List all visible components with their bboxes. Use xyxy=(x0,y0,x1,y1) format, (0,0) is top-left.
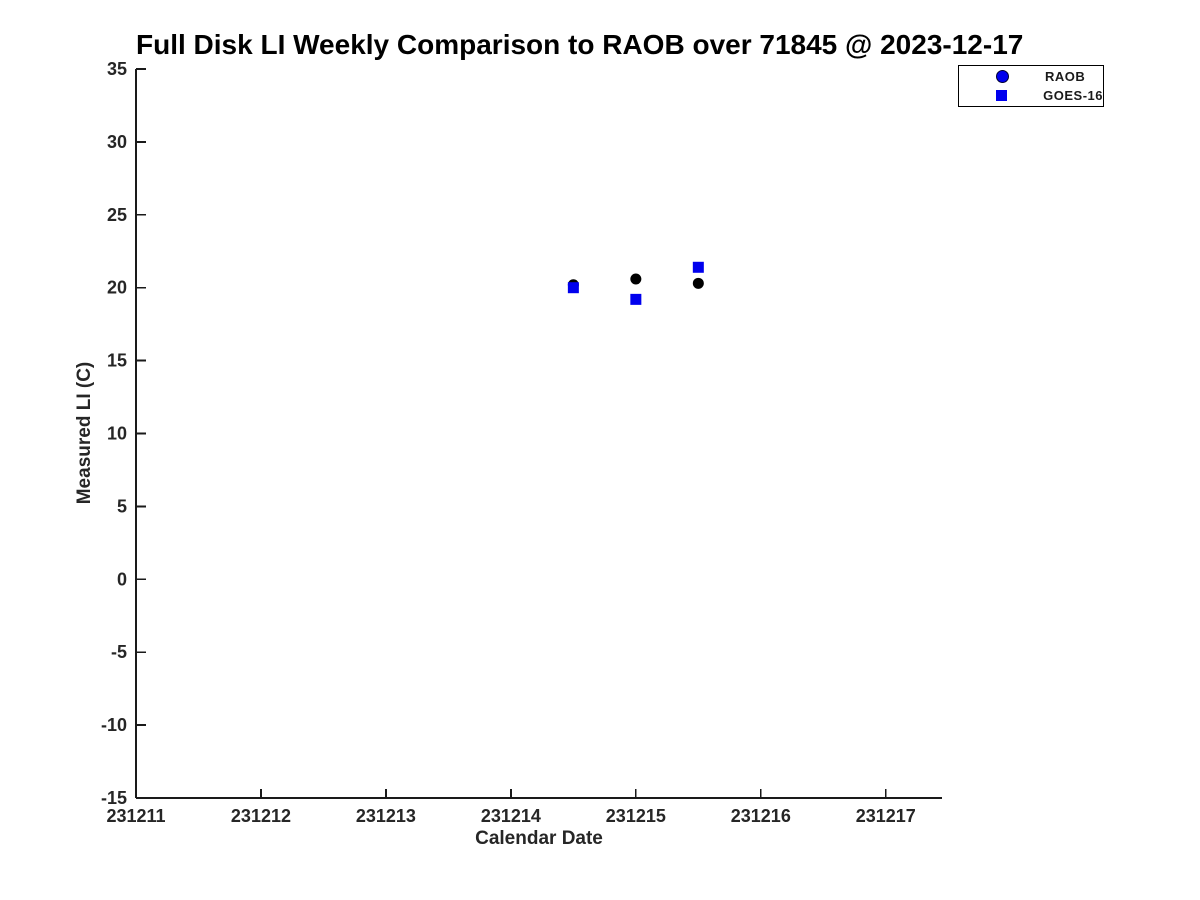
y-tick-label: -10 xyxy=(101,715,127,735)
y-axis-label: Measured LI (C) xyxy=(74,361,95,505)
x-tick-label: 231216 xyxy=(731,806,791,826)
y-tick-label: 15 xyxy=(107,351,127,371)
chart-title: Full Disk LI Weekly Comparison to RAOB o… xyxy=(136,29,1024,60)
y-tick-label: -15 xyxy=(101,788,127,808)
raob-circle-marker-icon xyxy=(995,70,1009,83)
goes16-data-point xyxy=(567,282,579,294)
x-tick-label: 231213 xyxy=(356,806,416,826)
x-tick-label: 231217 xyxy=(856,806,916,826)
legend-entry-goes16: GOES-16 xyxy=(959,86,1103,105)
y-tick-label: 35 xyxy=(107,59,127,79)
raob-data-point xyxy=(630,273,642,285)
y-tick-label: 25 xyxy=(107,205,127,225)
y-tick-label: 20 xyxy=(107,278,127,298)
x-tick-label: 231214 xyxy=(481,806,541,826)
y-tick-label: 10 xyxy=(107,424,127,444)
y-tick-label: -5 xyxy=(111,642,127,662)
x-tick-label: 231215 xyxy=(606,806,666,826)
legend-entry-raob: RAOB xyxy=(959,67,1103,86)
goes16-square-marker-icon xyxy=(995,90,1007,101)
x-axis-label: Calendar Date xyxy=(475,828,603,849)
y-tick-label: 30 xyxy=(107,132,127,152)
legend-label-goes16: GOES-16 xyxy=(1043,88,1103,103)
y-tick-label: 0 xyxy=(117,569,127,589)
legend-label-raob: RAOB xyxy=(1045,69,1086,84)
goes16-data-point xyxy=(692,261,704,273)
raob-data-point xyxy=(692,277,704,289)
x-tick-label: 231211 xyxy=(106,806,165,826)
goes16-data-point xyxy=(630,293,642,305)
legend: RAOB GOES-16 xyxy=(958,65,1104,107)
y-tick-label: 5 xyxy=(117,496,127,516)
x-tick-label: 231212 xyxy=(231,806,291,826)
